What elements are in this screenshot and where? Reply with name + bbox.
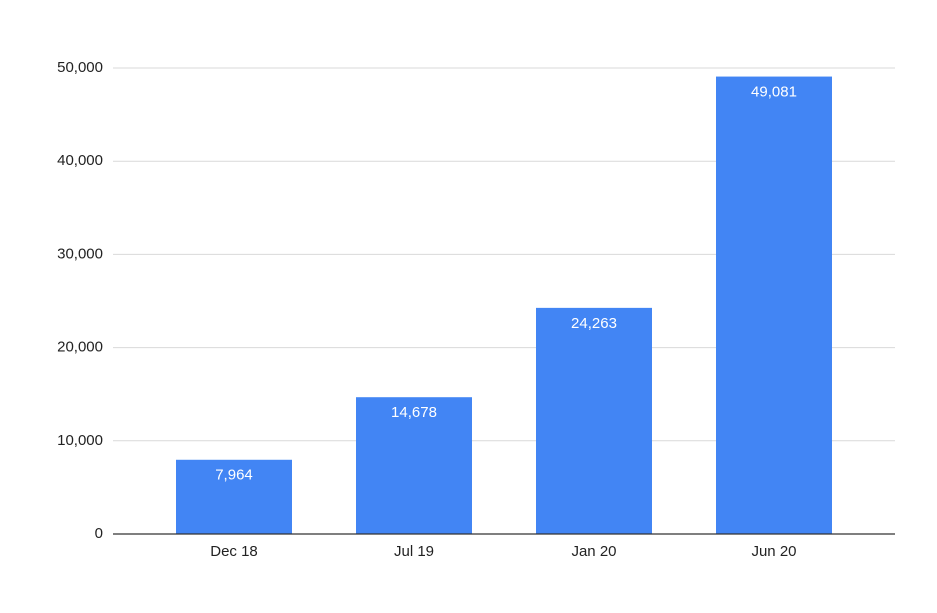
value-label: 24,263 bbox=[571, 315, 617, 332]
bar bbox=[536, 307, 652, 534]
bar bbox=[356, 397, 472, 534]
y-tick-label: 30,000 bbox=[57, 245, 103, 262]
x-tick-label: Jan 20 bbox=[571, 543, 616, 560]
y-tick-label: 10,000 bbox=[57, 432, 103, 449]
bar bbox=[176, 459, 292, 534]
value-label: 49,081 bbox=[751, 84, 797, 101]
x-tick-label: Jul 19 bbox=[394, 543, 434, 560]
y-tick-label: 50,000 bbox=[57, 59, 103, 76]
value-label: 7,964 bbox=[215, 467, 253, 484]
bar bbox=[716, 76, 832, 535]
y-tick-label: 40,000 bbox=[57, 152, 103, 169]
value-label: 14,678 bbox=[391, 404, 437, 421]
x-tick-label: Jun 20 bbox=[751, 543, 796, 560]
x-tick-label: Dec 18 bbox=[210, 543, 258, 560]
y-tick-label: 20,000 bbox=[57, 339, 103, 356]
y-tick-label: 0 bbox=[95, 525, 103, 542]
